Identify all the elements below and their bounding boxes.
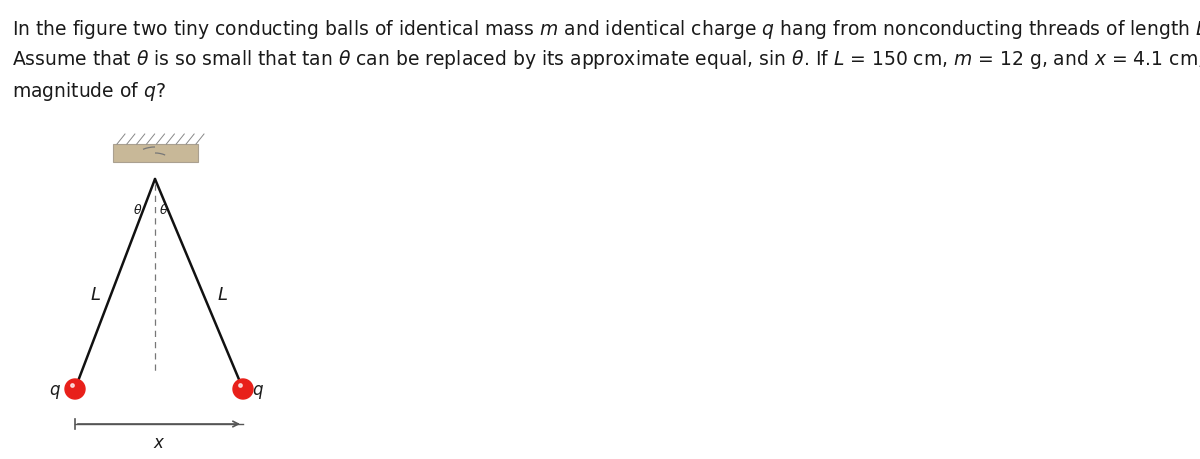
Text: $q$: $q$ bbox=[252, 382, 264, 400]
Text: $L$: $L$ bbox=[216, 285, 228, 303]
Text: $\theta$: $\theta$ bbox=[133, 202, 143, 217]
Text: Assume that $\theta$ is so small that tan $\theta$ can be replaced by its approx: Assume that $\theta$ is so small that ta… bbox=[12, 48, 1200, 71]
Text: magnitude of $q$?: magnitude of $q$? bbox=[12, 80, 166, 103]
Text: In the figure two tiny conducting balls of identical mass $m$ and identical char: In the figure two tiny conducting balls … bbox=[12, 18, 1200, 41]
Text: $q$: $q$ bbox=[49, 382, 61, 400]
Circle shape bbox=[65, 379, 85, 399]
Bar bbox=[113, 145, 198, 162]
Text: $L$: $L$ bbox=[90, 285, 101, 303]
Text: $\theta$: $\theta$ bbox=[160, 202, 169, 217]
Circle shape bbox=[233, 379, 253, 399]
Text: $x$: $x$ bbox=[152, 433, 166, 451]
